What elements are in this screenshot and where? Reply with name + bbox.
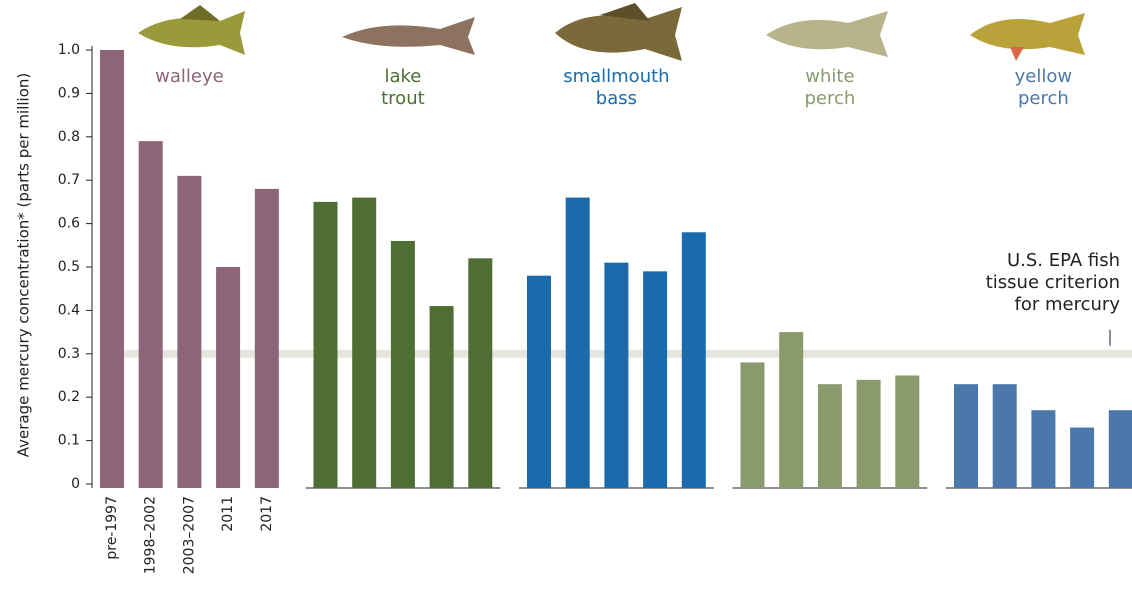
bar <box>1031 410 1056 488</box>
bar <box>817 384 842 488</box>
y-tick-label: 1.0 <box>58 42 80 58</box>
y-tick-label: 0.3 <box>58 346 80 362</box>
y-tick-label: 0.9 <box>58 85 80 101</box>
reference-annotation: U.S. EPA fish tissue criterion for mercury <box>986 250 1120 316</box>
bar <box>856 379 881 488</box>
bar <box>643 271 668 488</box>
y-tick-label: 0.8 <box>58 129 80 145</box>
bar <box>177 175 202 489</box>
bar <box>390 240 415 488</box>
y-tick-label: 0.4 <box>58 302 80 318</box>
bar <box>992 384 1017 488</box>
annotation-line: tissue criterion <box>985 272 1120 293</box>
y-tick-label: 0.5 <box>58 259 80 275</box>
bar <box>254 188 279 488</box>
bar <box>429 306 454 488</box>
annotation-line: for mercury <box>1014 294 1120 315</box>
bar <box>740 362 765 488</box>
bar <box>895 375 920 488</box>
x-tick-label: pre-1997 <box>104 496 120 560</box>
bar <box>138 141 163 488</box>
x-tick-label: 1998–2002 <box>143 496 159 574</box>
bar <box>1108 410 1132 488</box>
bar <box>100 50 124 488</box>
bar <box>352 197 377 488</box>
series-name: lake trout <box>381 66 425 109</box>
y-tick-label: 0 <box>71 476 80 492</box>
y-tick-label: 0.6 <box>58 216 80 232</box>
bar <box>313 201 338 488</box>
bar <box>468 258 493 488</box>
y-tick-label: 0.1 <box>58 433 80 449</box>
y-tick-label: 0.7 <box>58 172 80 188</box>
bar <box>1070 427 1095 488</box>
fish-illustrations <box>138 3 1085 61</box>
annotation-line: U.S. EPA fish <box>1006 250 1120 271</box>
y-tick-label: 0.2 <box>58 389 80 405</box>
series-name: smallmouth bass <box>563 66 670 109</box>
bar <box>779 332 804 488</box>
bar <box>604 262 629 488</box>
series-name: yellow perch <box>1014 66 1073 109</box>
bar <box>565 197 590 488</box>
x-tick-label: 2011 <box>220 496 236 532</box>
y-axis-label: Average mercury concentration* (parts pe… <box>15 73 33 457</box>
bar <box>954 384 978 488</box>
bar <box>216 267 241 488</box>
bar <box>527 275 551 488</box>
x-tick-label: 2017 <box>259 496 275 532</box>
bar <box>681 232 706 488</box>
series-name: walleye <box>155 66 224 87</box>
series-name: white perch <box>804 66 856 109</box>
x-tick-label: 2003–2007 <box>181 496 197 574</box>
